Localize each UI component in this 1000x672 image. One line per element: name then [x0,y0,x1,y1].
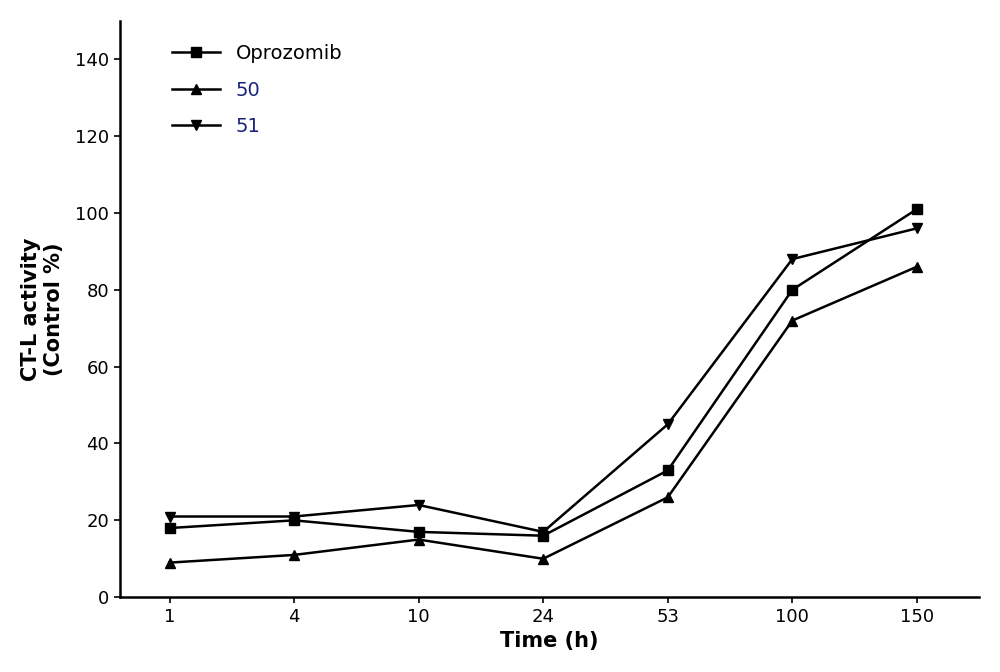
Line: 51: 51 [165,224,922,537]
51 [662,420,674,428]
51 [786,255,798,263]
Line: Oprozomib: Oprozomib [165,204,922,540]
51 [164,513,176,521]
X-axis label: Time (h): Time (h) [500,631,599,651]
50 [786,317,798,325]
51 [288,513,300,521]
51 [911,224,923,233]
Oprozomib [413,528,425,536]
51 [413,501,425,509]
50 [911,263,923,271]
Oprozomib [662,466,674,474]
50 [537,555,549,563]
Oprozomib [164,524,176,532]
50 [413,536,425,544]
50 [288,551,300,559]
51 [537,528,549,536]
50 [662,493,674,501]
Line: 50: 50 [165,262,922,567]
Oprozomib [537,532,549,540]
Oprozomib [911,205,923,213]
Oprozomib [786,286,798,294]
Oprozomib [288,516,300,524]
Y-axis label: CT-L activity
(Control %): CT-L activity (Control %) [21,237,64,381]
50 [164,558,176,566]
Legend: Oprozomib, 50, 51: Oprozomib, 50, 51 [164,36,350,144]
